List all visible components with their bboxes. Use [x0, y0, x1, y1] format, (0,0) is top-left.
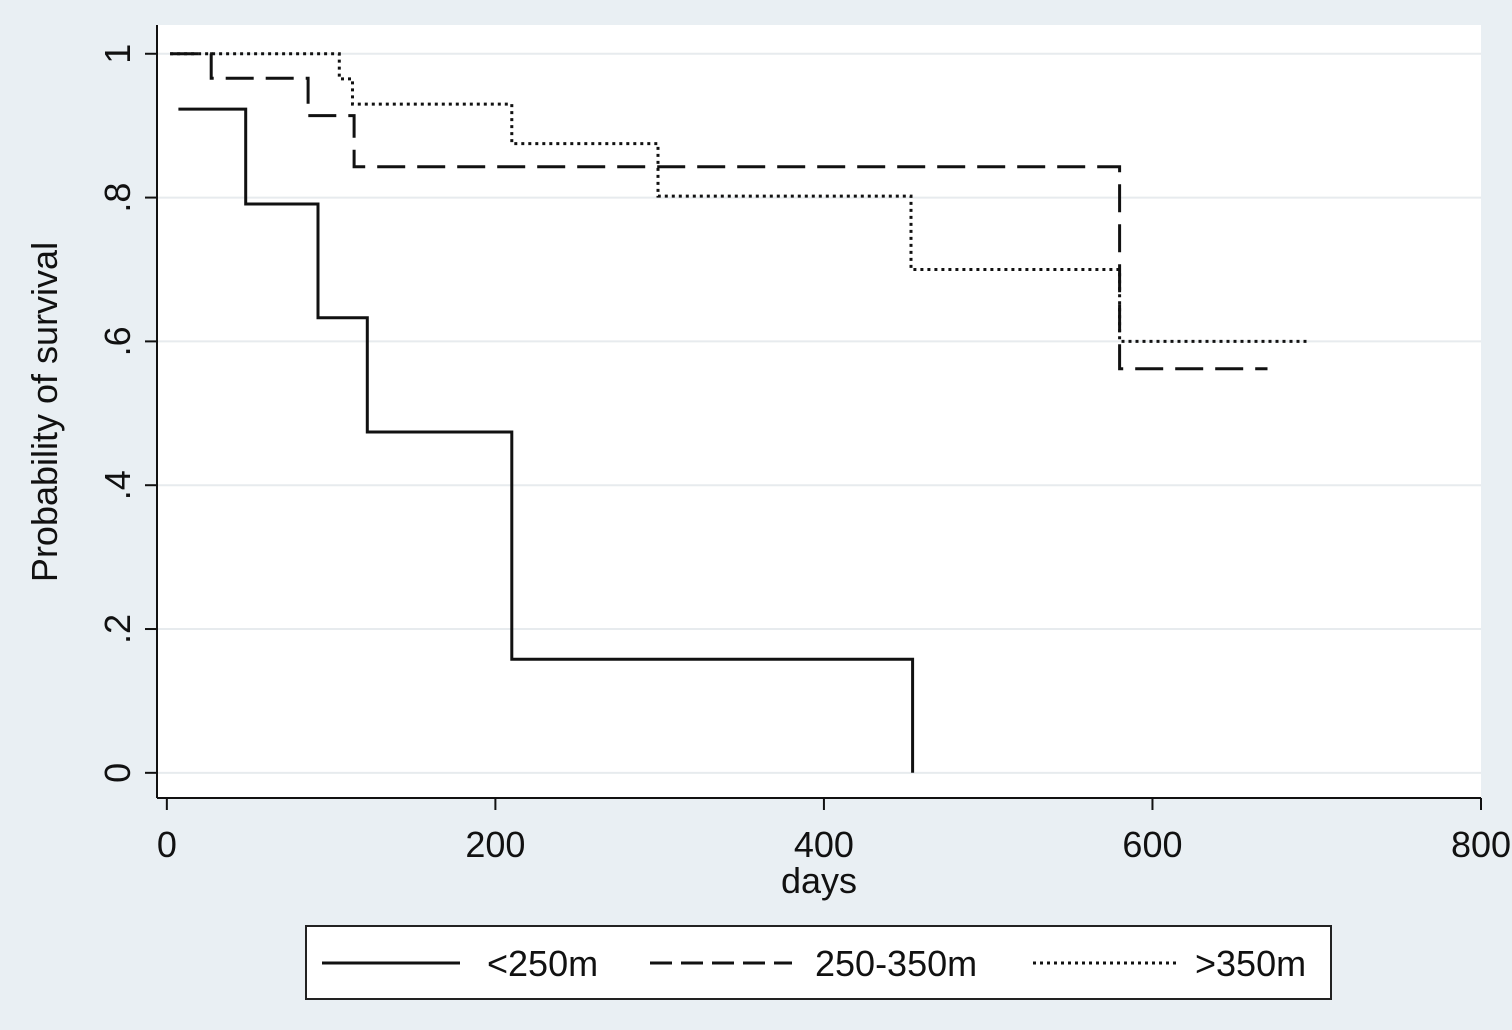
x-tick-label-2: 400 — [794, 824, 854, 865]
y-tick-label-3: .6 — [97, 326, 138, 356]
x-tick-label-0: 0 — [157, 824, 177, 865]
legend-label-250-350: 250-350m — [815, 943, 977, 984]
y-tick-label-1: .2 — [97, 614, 138, 644]
axes — [156, 25, 1481, 799]
x-tick-label-3: 600 — [1122, 824, 1182, 865]
x-axis-title: days — [781, 860, 857, 901]
y-tick-label-5: 1 — [97, 44, 138, 64]
x-tick-label-4: 800 — [1451, 824, 1511, 865]
legend: <250m 250-350m >350m — [305, 925, 1332, 1000]
y-tick-label-2: .4 — [97, 470, 138, 500]
series-lines — [170, 52, 1309, 773]
plot-area — [157, 25, 1481, 798]
series-line-1 — [170, 52, 1268, 371]
legend-label-lt250: <250m — [487, 943, 598, 984]
x-tick-label-1: 200 — [465, 824, 525, 865]
y-axis-title: Probability of survival — [24, 242, 65, 582]
y-ticks: 0 .2 .4 .6 .8 1 — [97, 44, 157, 783]
y-tick-label-0: 0 — [97, 763, 138, 783]
y-tick-label-4: .8 — [97, 183, 138, 213]
x-ticks: 0 200 400 600 800 — [157, 798, 1511, 865]
series-line-2 — [170, 52, 1309, 343]
series-line-0 — [178, 107, 915, 773]
legend-label-gt350: >350m — [1195, 943, 1306, 984]
